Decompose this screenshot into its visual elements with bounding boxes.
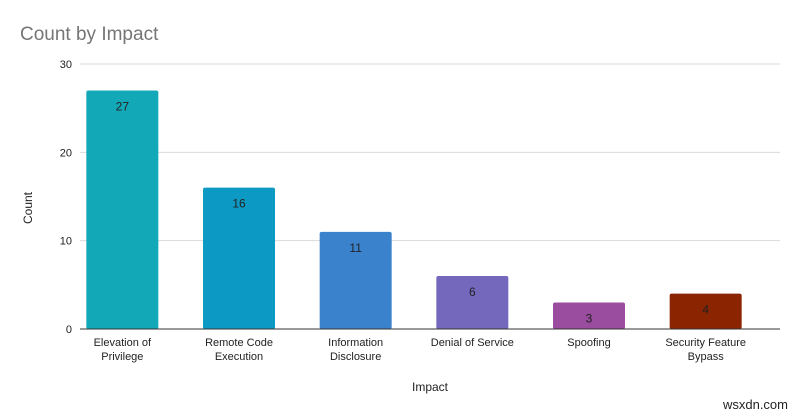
chart-title: Count by Impact [20, 24, 159, 45]
x-tick-label: Information [328, 337, 383, 349]
data-label: 3 [586, 312, 593, 326]
x-tick-label: Bypass [688, 351, 725, 363]
x-tick-label: Privilege [101, 351, 143, 363]
x-axis-label: Impact [412, 380, 449, 394]
y-tick-label: 20 [60, 147, 72, 159]
x-tick-label: Spoofing [567, 337, 610, 349]
x-tick-label: Elevation of [94, 337, 152, 349]
bar [553, 302, 625, 329]
x-tick-label: Execution [215, 351, 263, 363]
y-tick-label: 30 [60, 59, 72, 71]
bar [436, 276, 509, 329]
y-axis-label: Count [21, 191, 35, 224]
x-tick-label: Denial of Service [431, 337, 514, 349]
x-tick-label: Remote Code [205, 337, 273, 349]
y-tick-label: 0 [66, 324, 72, 336]
x-tick-label: Disclosure [330, 351, 381, 363]
bar [86, 90, 159, 329]
bar [203, 187, 275, 329]
x-tick-label: Security Feature [665, 337, 746, 349]
data-label: 6 [469, 285, 476, 299]
bar [669, 293, 742, 329]
watermark: wsxdn.com [722, 397, 788, 412]
data-label: 11 [349, 241, 362, 255]
bar [319, 231, 392, 329]
data-label: 4 [702, 303, 709, 317]
y-tick-label: 10 [60, 236, 72, 248]
data-label: 16 [232, 197, 246, 211]
data-label: 27 [116, 100, 130, 114]
